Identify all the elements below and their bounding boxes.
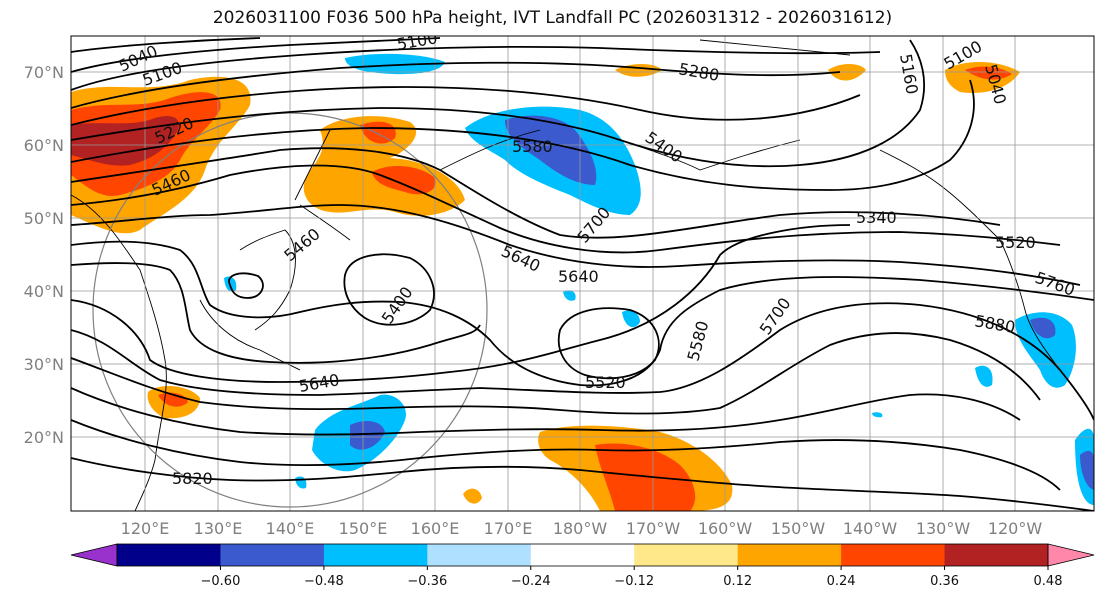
colorbar-segment (323, 544, 428, 566)
contour-label: 5640 (498, 241, 543, 275)
contour-label: 5700 (756, 294, 795, 338)
colorbar-segment (427, 544, 532, 566)
contour-label: 5640 (558, 267, 599, 286)
colorbar-tick-label: −0.60 (201, 574, 241, 589)
lon-label: 160°E (411, 519, 460, 538)
map-area: 5040 5100 5100 5220 5460 5460 5400 5640 … (71, 28, 1094, 511)
colorbar-tick-label: 0.36 (930, 574, 959, 589)
colorbar-tick-label: 0.48 (1034, 574, 1063, 589)
lon-label: 180°W (553, 519, 608, 538)
contour-label: 5280 (677, 59, 720, 85)
contour-label: 5580 (684, 319, 713, 363)
colorbar-tick-label: −0.48 (304, 574, 344, 589)
lat-label: 30°N (24, 355, 64, 374)
colorbar-tick-label: 0.12 (723, 574, 752, 589)
contour-labels: 5040 5100 5100 5220 5460 5460 5400 5640 … (116, 28, 1078, 488)
lon-label: 170°W (626, 519, 681, 538)
lon-label: 130°W (916, 519, 971, 538)
contour-label: 5100 (395, 28, 438, 54)
contour-label: 5580 (512, 137, 553, 156)
latitude-labels: 70°N 60°N 50°N 40°N 30°N 20°N (24, 63, 64, 447)
colorbar-tick-label: −0.24 (511, 574, 551, 589)
contour-label: 5520 (585, 373, 626, 392)
lon-label: 160°W (698, 519, 753, 538)
lon-label: 170°E (484, 519, 533, 538)
contour-label: 5820 (172, 469, 213, 488)
lat-label: 70°N (24, 63, 64, 82)
lon-label: 150°E (339, 519, 388, 538)
map-title: 2026031100 F036 500 hPa height, IVT Land… (212, 8, 893, 28)
colorbar-segment (737, 544, 842, 566)
reference-circle (92, 112, 488, 508)
colorbar-frame (116, 543, 1049, 567)
contour-label: 5520 (995, 233, 1036, 252)
lon-label: 120°W (988, 519, 1043, 538)
lat-label: 40°N (24, 282, 64, 301)
colorbar-segment (634, 544, 739, 566)
lat-label: 50°N (24, 209, 64, 228)
colorbar-tick-label: −0.12 (614, 574, 654, 589)
longitude-labels: 120°E 130°E 140°E 150°E 160°E 170°E 180°… (121, 519, 1043, 538)
contour-label: 5880 (973, 311, 1016, 337)
colorbar-max-extend (1047, 543, 1095, 567)
colorbar-segment (841, 544, 946, 566)
lon-label: 140°E (266, 519, 315, 538)
contour-label: 5640 (297, 370, 340, 396)
lon-label: 140°W (843, 519, 898, 538)
colorbar: −0.60 −0.48 −0.36 −0.24 −0.12 0.12 0.24 0.36 0.4… (70, 543, 1095, 589)
contour-label: 5160 (896, 52, 922, 95)
lat-label: 60°N (24, 136, 64, 155)
colorbar-tick-label: 0.24 (827, 574, 856, 589)
lat-label: 20°N (24, 428, 64, 447)
lon-label: 130°E (194, 519, 243, 538)
colorbar-segment (944, 544, 1049, 566)
map-frame (70, 35, 1095, 512)
lon-label: 120°E (121, 519, 170, 538)
height-contours (71, 37, 1094, 511)
colorbar-segment (530, 544, 635, 566)
lon-label: 150°W (771, 519, 826, 538)
contour-label: 5340 (856, 208, 897, 227)
colorbar-min-extend (70, 543, 118, 567)
contour-label: 5460 (280, 224, 323, 265)
colorbar-tick-label: −0.36 (407, 574, 447, 589)
colorbar-segment (220, 544, 325, 566)
colorbar-segment (117, 544, 221, 566)
